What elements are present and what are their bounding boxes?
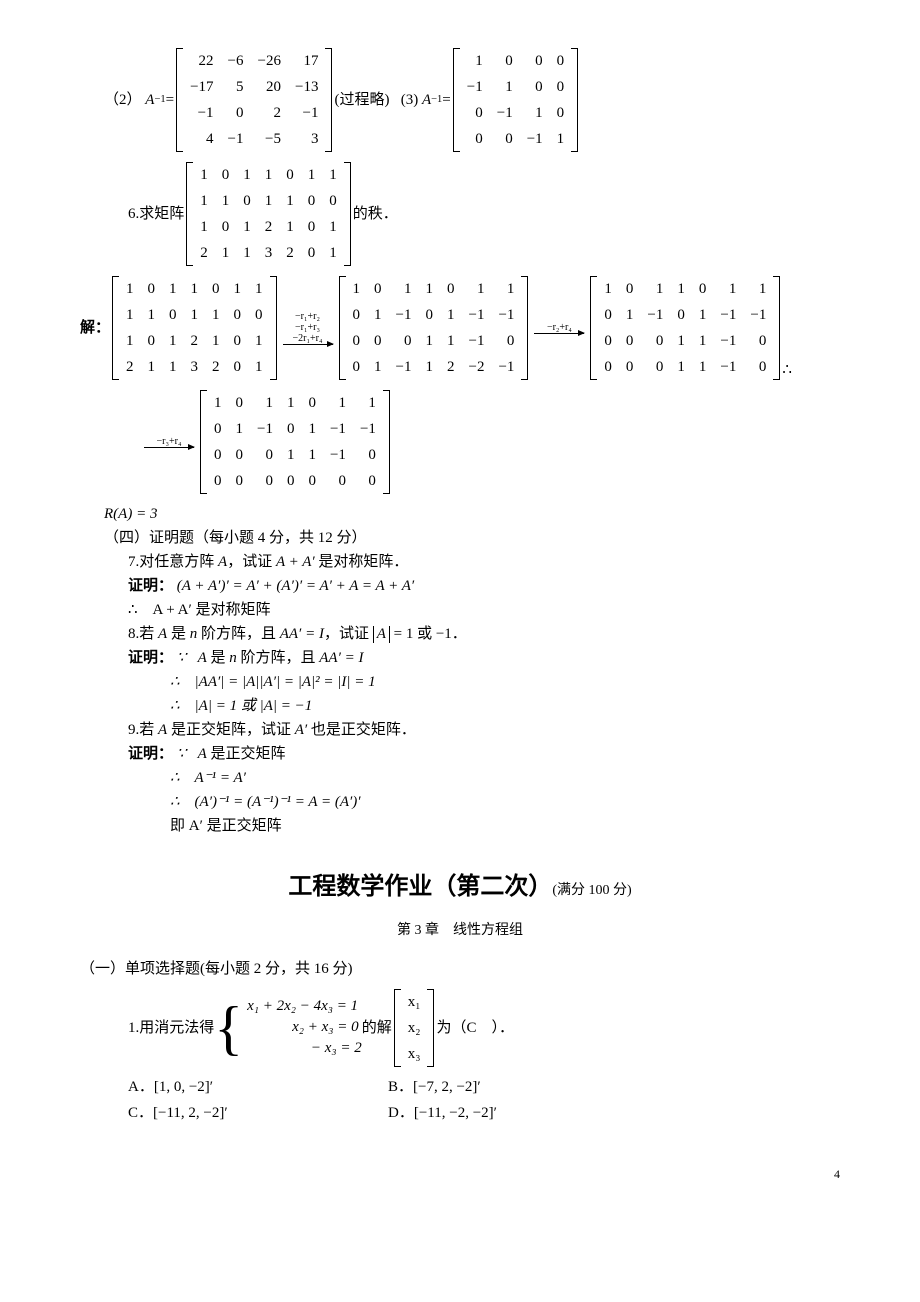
q3-label: (3) [401,88,419,112]
sol-label: 解： [80,316,110,340]
sec4-title: （四）证明题（每小题 4 分，共 12 分） [104,526,840,550]
q6-row: 6.求矩阵 1011011110110010121012113201 的秩． [128,160,840,268]
m-step2: 101101101−101−1−100011−1000011−10 [590,276,780,380]
p8-proof3: ∴ |A| = 1 或 |A| = −1 [170,694,840,718]
mc1-optB: B．[−7, 2, −2]′ [388,1075,648,1099]
q6-matrix: 1011011110110010121012113201 [186,162,351,266]
q3-lhs: A [422,88,431,112]
page-number: 4 [80,1165,840,1184]
q2-lhs: A [145,88,154,112]
mc1-vec: x₁x₂x₃ [394,989,435,1067]
therefore-1: ∴ [782,358,792,382]
p9-proof4: 即 A′ 是正交矩阵 [170,814,840,838]
q2-sup: −1 [154,92,165,109]
q6-tail: 的秩． [353,202,398,226]
sol-row2: −r₃+r₄ 101101101−101−1−100011−100000000 [140,388,840,496]
p8-q: 8.若 A 是 n 阶方阵，且 AA′ = I，试证 A = 1 或 −1． [128,622,840,646]
p9-q: 9.若 A 是正交矩阵，试证 A′ 也是正交矩阵． [128,718,840,742]
p7-proof: 证明： (A + A′)′ = A′ + (A′)′ = A′ + A = A … [128,574,840,598]
m-step1: 101101101−101−1−100011−1001−112−2−1 [339,276,529,380]
q2-note: (过程略) [334,88,389,112]
q2-label: （2） [104,88,142,112]
mc1-options: A．[1, 0, −2]′ B．[−7, 2, −2]′ C．[−11, 2, … [128,1075,840,1125]
m-step0: 1011011110110010121012113201 [112,276,277,380]
rank-line: R(A) = 3 [104,502,840,526]
q2-matrix: 22−6−2617−17520−13−102−14−1−53 [176,48,332,152]
arrow1: −r₁+r₂ −r₁+r₃ −2r₁+r₄ [283,311,333,345]
p7-concl: ∴ A + A′ 是对称矩阵 [128,598,840,622]
arrow2: −r₂+r₄ [534,322,584,334]
abs-a: A [373,626,390,643]
q3-sup: −1 [431,92,442,109]
mc1-optC: C．[−11, 2, −2]′ [128,1101,388,1125]
mc1-optD: D．[−11, −2, −2]′ [388,1101,648,1125]
sec1-title: （一）单项选择题(每小题 2 分，共 16 分) [80,957,840,981]
p8-proof2: ∴ |AA′| = |A||A′| = |A|² = |I| = 1 [170,670,840,694]
q2-q3-row: （2） A−1 = 22−6−2617−17520−13−102−14−1−53… [104,46,840,154]
q2-eq: = [166,88,174,112]
mc1-stem: 1.用消元法得 { x₁ + 2x₂ − 4x₃ = 1 x₂ + x₃ = 0… [128,987,840,1069]
m-step3: 101101101−101−1−100011−100000000 [200,390,390,494]
p9-proof1: 证明： ∵ A 是正交矩阵 [128,742,840,766]
hw2-title: 工程数学作业（第二次）(满分 100 分) [80,868,840,906]
p9-proof2: ∴ A⁻¹ = A′ [170,766,840,790]
sol-row1: 解： 1011011110110010121012113201 −r₁+r₂ −… [80,274,840,382]
mc1-system: { x₁ + 2x₂ − 4x₃ = 1 x₂ + x₃ = 0 − x₃ = … [214,996,361,1059]
q3-eq: = [442,88,450,112]
hw2-chapter: 第 3 章 线性方程组 [80,920,840,942]
q6-label: 6.求矩阵 [128,202,184,226]
p7-q: 7.对任意方阵 A，试证 A + A′ 是对称矩阵． [128,550,840,574]
mc1-optA: A．[1, 0, −2]′ [128,1075,388,1099]
p9-proof3: ∴ (A′)⁻¹ = (A⁻¹)⁻¹ = A = (A′)′ [170,790,840,814]
p8-proof1: 证明： ∵ A 是 n 阶方阵，且 AA′ = I [128,646,840,670]
q3-matrix: 1000−11000−11000−11 [453,48,578,152]
arrow3: −r₃+r₄ [144,436,194,448]
